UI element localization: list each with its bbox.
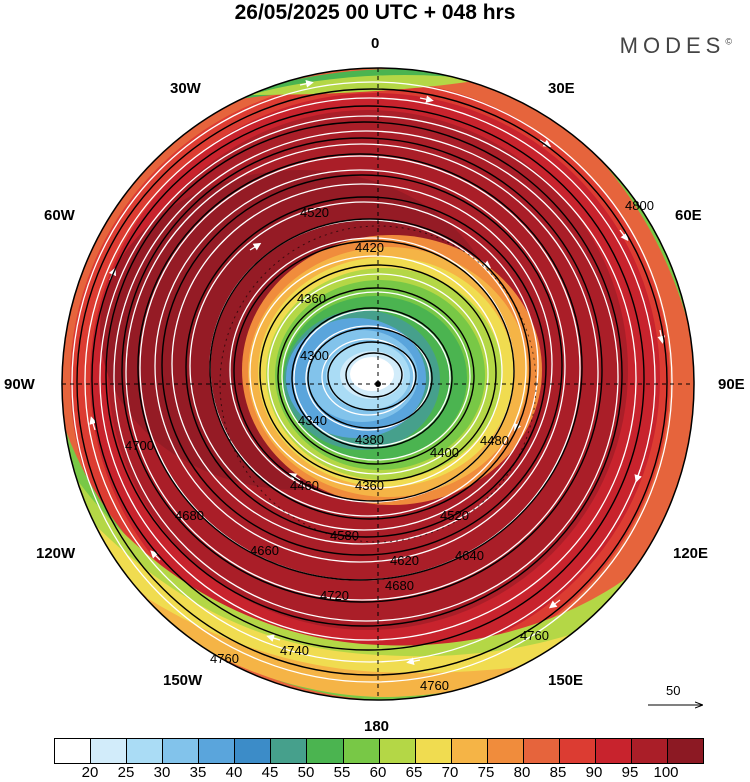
lon-label-60e: 60E bbox=[675, 207, 702, 224]
colorbar-swatch bbox=[55, 739, 92, 763]
colorbar-swatch bbox=[632, 739, 669, 763]
contour-label-4760b: 4760 bbox=[210, 651, 239, 666]
colorbar-tick-label: 55 bbox=[333, 764, 351, 781]
colorbar-swatch bbox=[307, 739, 344, 763]
colorbar-tick-label: 70 bbox=[441, 764, 459, 781]
colorbar-swatch bbox=[271, 739, 308, 763]
colorbar-tick-label: 60 bbox=[369, 764, 387, 781]
contour-label-4800: 4800 bbox=[625, 198, 654, 213]
colorbar-tick-label: 30 bbox=[153, 764, 171, 781]
colorbar-tick-label: 45 bbox=[261, 764, 279, 781]
map-title: 26/05/2025 00 UTC + 048 hrs bbox=[234, 1, 516, 24]
lon-label-90e: 90E bbox=[718, 376, 745, 393]
contour-label-4340: 4340 bbox=[298, 413, 327, 428]
contour-label-4580: 4580 bbox=[330, 528, 359, 543]
colorbar-tick-label: 20 bbox=[81, 764, 99, 781]
contour-label-4680b: 4680 bbox=[175, 508, 204, 523]
colorbar-tick-label: 100 bbox=[653, 764, 679, 781]
colorbar-tick-label: 40 bbox=[225, 764, 243, 781]
lon-label-120e: 120E bbox=[673, 545, 709, 562]
colorbar-tick-label: 75 bbox=[477, 764, 495, 781]
colorbar-swatch bbox=[199, 739, 236, 763]
colorbar-tick-label: 90 bbox=[585, 764, 603, 781]
modes-logo: MODES© bbox=[620, 33, 732, 59]
colorbar-swatch bbox=[91, 739, 128, 763]
contour-label-4380: 4380 bbox=[355, 432, 384, 447]
colorbar-swatch bbox=[127, 739, 164, 763]
colorbar-swatch bbox=[668, 739, 704, 763]
colorbar-swatch bbox=[451, 739, 488, 763]
colorbar-tick-label: 80 bbox=[513, 764, 531, 781]
contour-label-4620: 4620 bbox=[390, 553, 419, 568]
colorbar-swatch bbox=[487, 739, 524, 763]
colorbar-swatch bbox=[523, 739, 560, 763]
contour-label-4360b: 4360 bbox=[297, 291, 326, 306]
contour-label-4640: 4640 bbox=[455, 548, 484, 563]
contour-label-4520b: 4520 bbox=[440, 508, 469, 523]
lon-label-30w: 30W bbox=[170, 80, 201, 97]
reference-vector-label: 50 bbox=[666, 683, 681, 698]
colorbar-swatch bbox=[235, 739, 272, 763]
lon-label-150e: 150E bbox=[548, 672, 584, 689]
colorbar-tick-label: 95 bbox=[621, 764, 639, 781]
height-contours bbox=[76, 88, 668, 676]
colorbar-labels: 20 25 30 35 40 45 50 55 60 65 70 75 80 85 90 95 100 bbox=[54, 764, 704, 782]
contour-label-4760: 4760 bbox=[520, 628, 549, 643]
lon-label-150w: 150W bbox=[163, 672, 203, 689]
lon-label-120w: 120W bbox=[36, 545, 76, 562]
contour-label-4760c: 4760 bbox=[420, 678, 449, 693]
map-boundary bbox=[61, 67, 695, 701]
colorbar-swatch bbox=[379, 739, 416, 763]
lon-label-0: 0 bbox=[371, 35, 380, 52]
contour-label-4680: 4680 bbox=[385, 578, 414, 593]
contour-label-4360: 4360 bbox=[355, 478, 384, 493]
contour-label-4300: 4300 bbox=[300, 348, 329, 363]
contour-label-4660: 4660 bbox=[250, 543, 279, 558]
contour-label-4420: 4420 bbox=[355, 240, 384, 255]
colorbar-swatch bbox=[343, 739, 380, 763]
contour-label-4720: 4720 bbox=[320, 588, 349, 603]
contour-label-4400: 4400 bbox=[430, 445, 459, 460]
brand-mark: © bbox=[725, 36, 732, 47]
lon-label-180: 180 bbox=[364, 718, 390, 735]
colorbar bbox=[54, 738, 704, 764]
colorbar-swatch bbox=[163, 739, 200, 763]
contour-label-4460: 4460 bbox=[290, 478, 319, 493]
colorbar-swatch bbox=[559, 739, 596, 763]
contour-label-4740: 4740 bbox=[280, 643, 309, 658]
contour-label-4700: 4700 bbox=[125, 438, 154, 453]
contour-labels: 4800 4760 4760 4760 4740 4720 4700 4680 … bbox=[125, 198, 654, 693]
colorbar-swatch bbox=[415, 739, 452, 763]
lon-label-90w: 90W bbox=[4, 376, 35, 393]
colorbar-tick-label: 85 bbox=[549, 764, 567, 781]
colorbar-tick-label: 25 bbox=[117, 764, 135, 781]
north-pole-marker bbox=[375, 381, 381, 387]
colorbar-tick-label: 35 bbox=[189, 764, 207, 781]
lon-label-30e: 30E bbox=[548, 80, 575, 97]
colorbar-tick-label: 65 bbox=[405, 764, 423, 781]
brand-text: MODES bbox=[619, 33, 726, 58]
contour-label-4480: 4480 bbox=[480, 433, 509, 448]
lon-label-60w: 60W bbox=[44, 207, 75, 224]
colorbar-swatch bbox=[595, 739, 632, 763]
colorbar-tick-label: 50 bbox=[297, 764, 315, 781]
contour-label-4520: 4520 bbox=[300, 205, 329, 220]
